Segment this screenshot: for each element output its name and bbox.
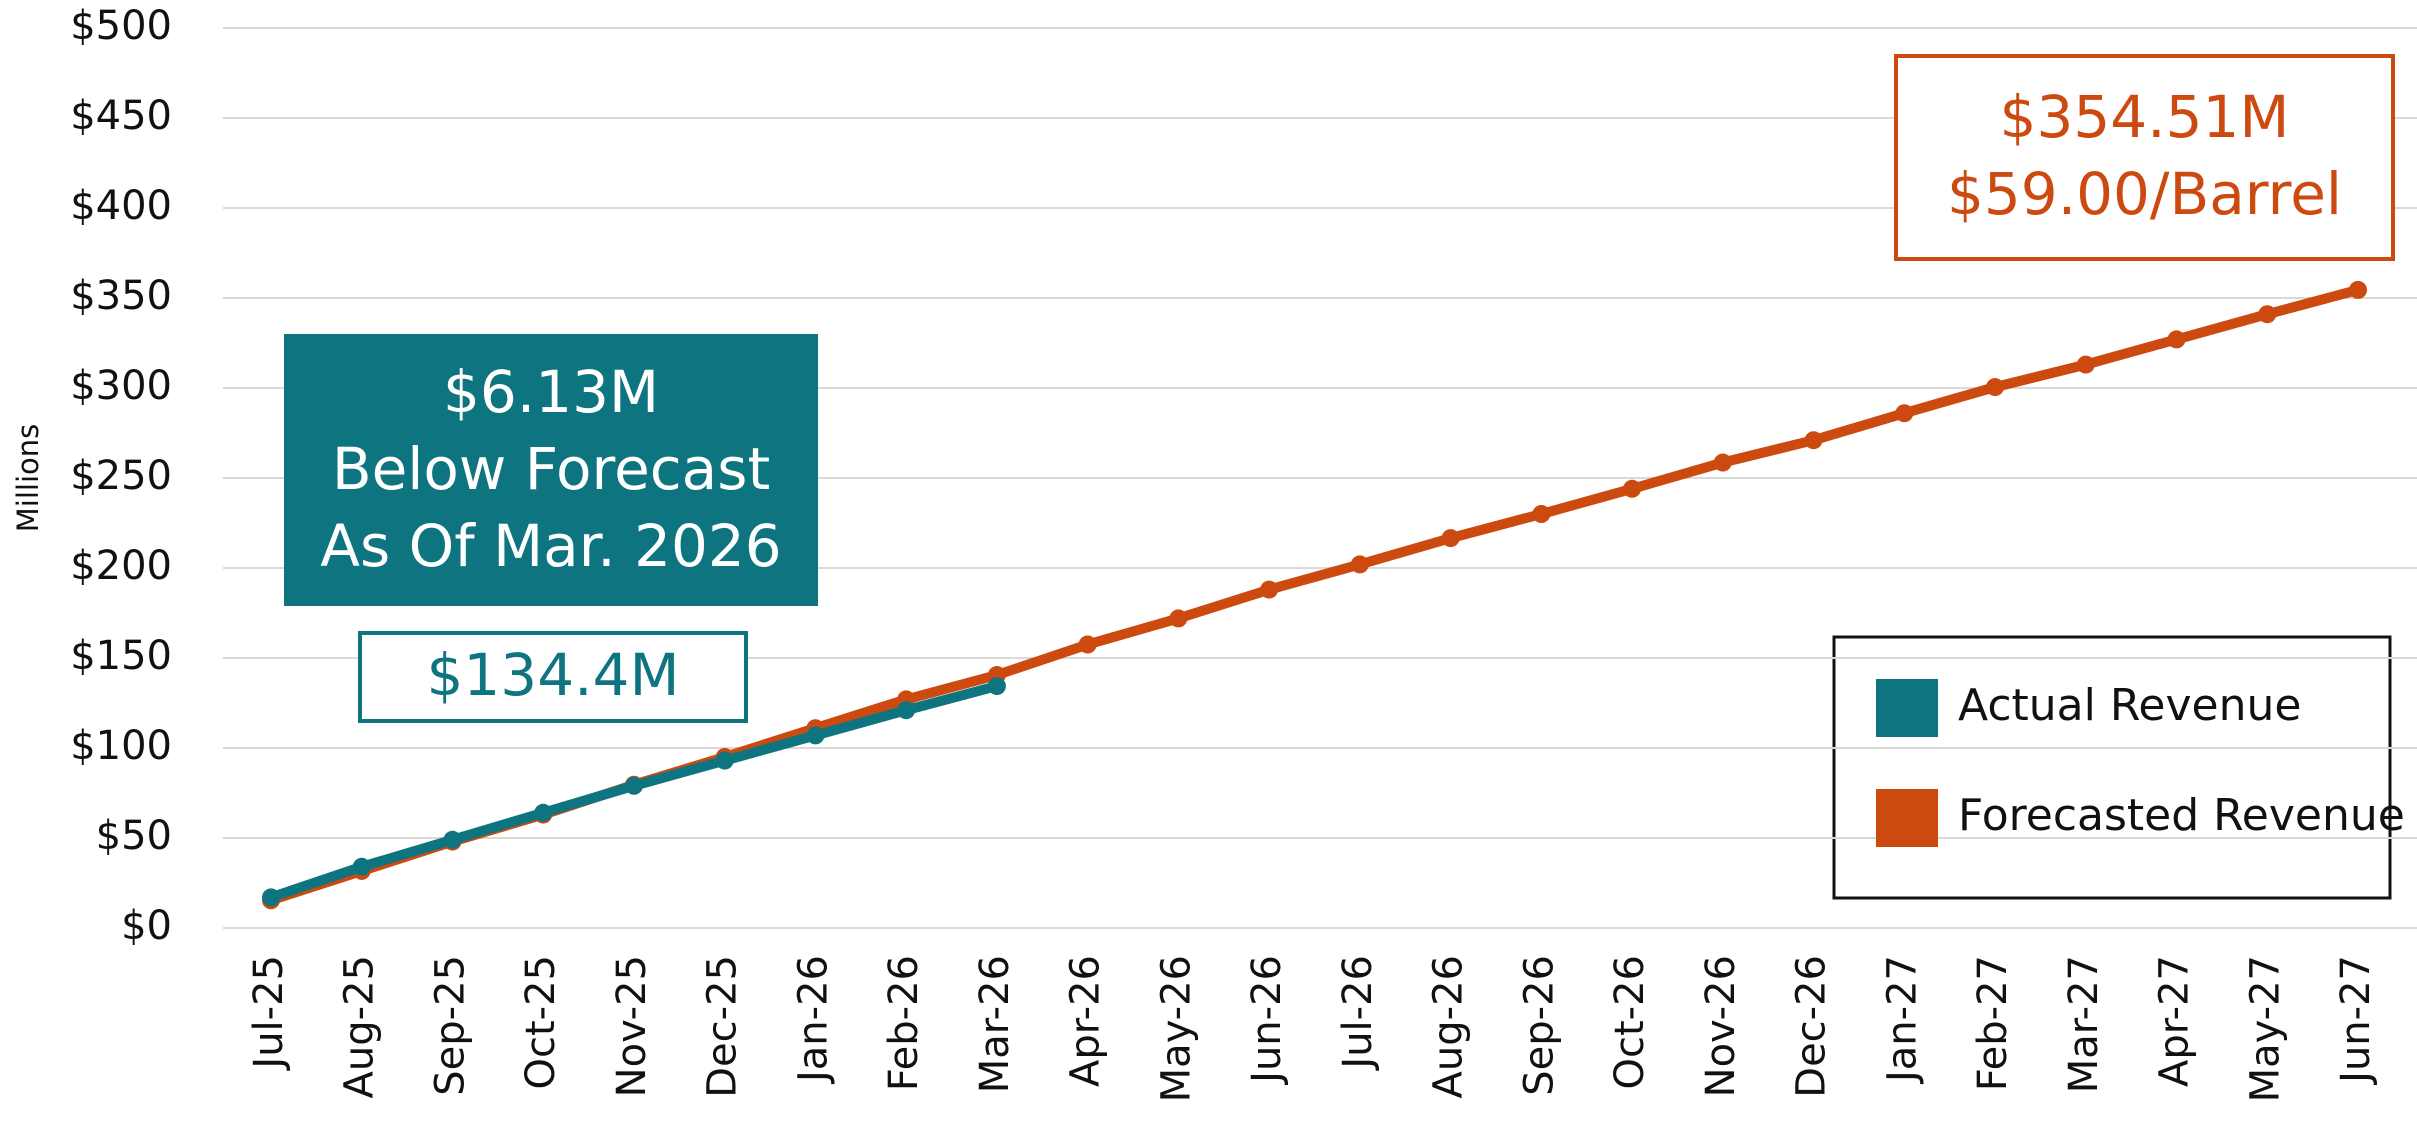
x-tick-label: Dec-26: [1789, 955, 1835, 1098]
point: [1350, 555, 1369, 574]
point: [1895, 404, 1914, 423]
x-tick-label: Jul-25: [246, 955, 292, 1072]
point: [1804, 431, 1823, 450]
y-tick-label: $300: [70, 363, 172, 409]
x-tick-label: Nov-25: [609, 955, 655, 1097]
x-tick-label: Jul-26: [1335, 955, 1381, 1072]
y-tick-label: $350: [70, 273, 172, 319]
annotation-box: [1894, 54, 2395, 261]
x-tick-label: Apr-27: [2152, 955, 2198, 1087]
x-tick-label: Sep-26: [1516, 955, 1562, 1096]
legend-swatch: [1876, 789, 1938, 847]
point: [1713, 453, 1732, 472]
point: [1169, 609, 1188, 628]
x-tick-label: Nov-26: [1698, 955, 1744, 1097]
point: [1260, 580, 1279, 599]
x-tick-label: Jun-26: [1244, 955, 1290, 1086]
point: [715, 751, 734, 770]
x-tick-label: Feb-27: [1970, 955, 2016, 1091]
annotation-text: $134.4M: [427, 641, 680, 709]
point: [262, 888, 280, 907]
y-tick-label: $150: [70, 633, 172, 679]
legend: [1832, 635, 2392, 900]
annotation-text: $6.13M: [443, 358, 659, 426]
point: [624, 776, 643, 795]
point: [806, 726, 825, 745]
y-tick-label: $500: [70, 3, 172, 49]
annotation-box: [284, 334, 818, 606]
x-tick-label: Oct-26: [1607, 955, 1653, 1090]
point: [1532, 505, 1551, 523]
point: [1078, 635, 1097, 654]
y-tick-label: $450: [70, 93, 172, 139]
x-tick-label: Oct-25: [518, 955, 564, 1090]
y-tick-label: $100: [70, 723, 172, 769]
x-tick-label: May-26: [1153, 955, 1199, 1102]
x-tick-label: Dec-25: [700, 955, 746, 1098]
point: [897, 701, 916, 720]
point: [1441, 529, 1460, 548]
x-tick-label: Mar-27: [2061, 955, 2107, 1093]
annotation-text: $354.51M: [2000, 83, 2290, 151]
point: [1623, 479, 1642, 498]
annotation-text: $59.00/Barrel: [1947, 160, 2342, 228]
y-tick-label: $50: [96, 813, 172, 859]
point: [2349, 280, 2367, 299]
y-tick-label: $400: [70, 183, 172, 229]
point: [987, 677, 1006, 696]
point: [352, 857, 371, 876]
y-tick-label: $200: [70, 543, 172, 589]
annotation-box: [358, 631, 748, 723]
legend-swatch: [1876, 679, 1938, 737]
x-tick-label: Jun-27: [2333, 955, 2379, 1086]
x-tick-label: Sep-25: [427, 955, 473, 1096]
point: [2167, 330, 2186, 349]
annotation-text: Below Forecast: [332, 435, 770, 503]
legend-label: Forecasted Revenue: [1958, 790, 2405, 841]
point: [2258, 305, 2277, 324]
x-tick-label: Apr-26: [1063, 955, 1109, 1087]
y-tick-label: $250: [70, 453, 172, 499]
x-tick-label: Aug-25: [337, 955, 383, 1098]
x-tick-label: Aug-26: [1426, 955, 1472, 1098]
point: [443, 830, 462, 849]
x-tick-label: Jan-26: [790, 955, 836, 1085]
annotation-text: As Of Mar. 2026: [320, 512, 781, 580]
point: [1986, 378, 2005, 397]
x-tick-label: Feb-26: [881, 955, 927, 1091]
point: [534, 803, 553, 822]
x-tick-label: May-27: [2242, 955, 2288, 1102]
y-tick-label: $0: [121, 903, 172, 949]
point: [2076, 355, 2095, 374]
y-axis-label: Millions: [11, 424, 45, 532]
legend-label: Actual Revenue: [1958, 680, 2301, 731]
x-tick-label: Jan-27: [1879, 955, 1925, 1085]
x-tick-label: Mar-26: [972, 955, 1018, 1093]
